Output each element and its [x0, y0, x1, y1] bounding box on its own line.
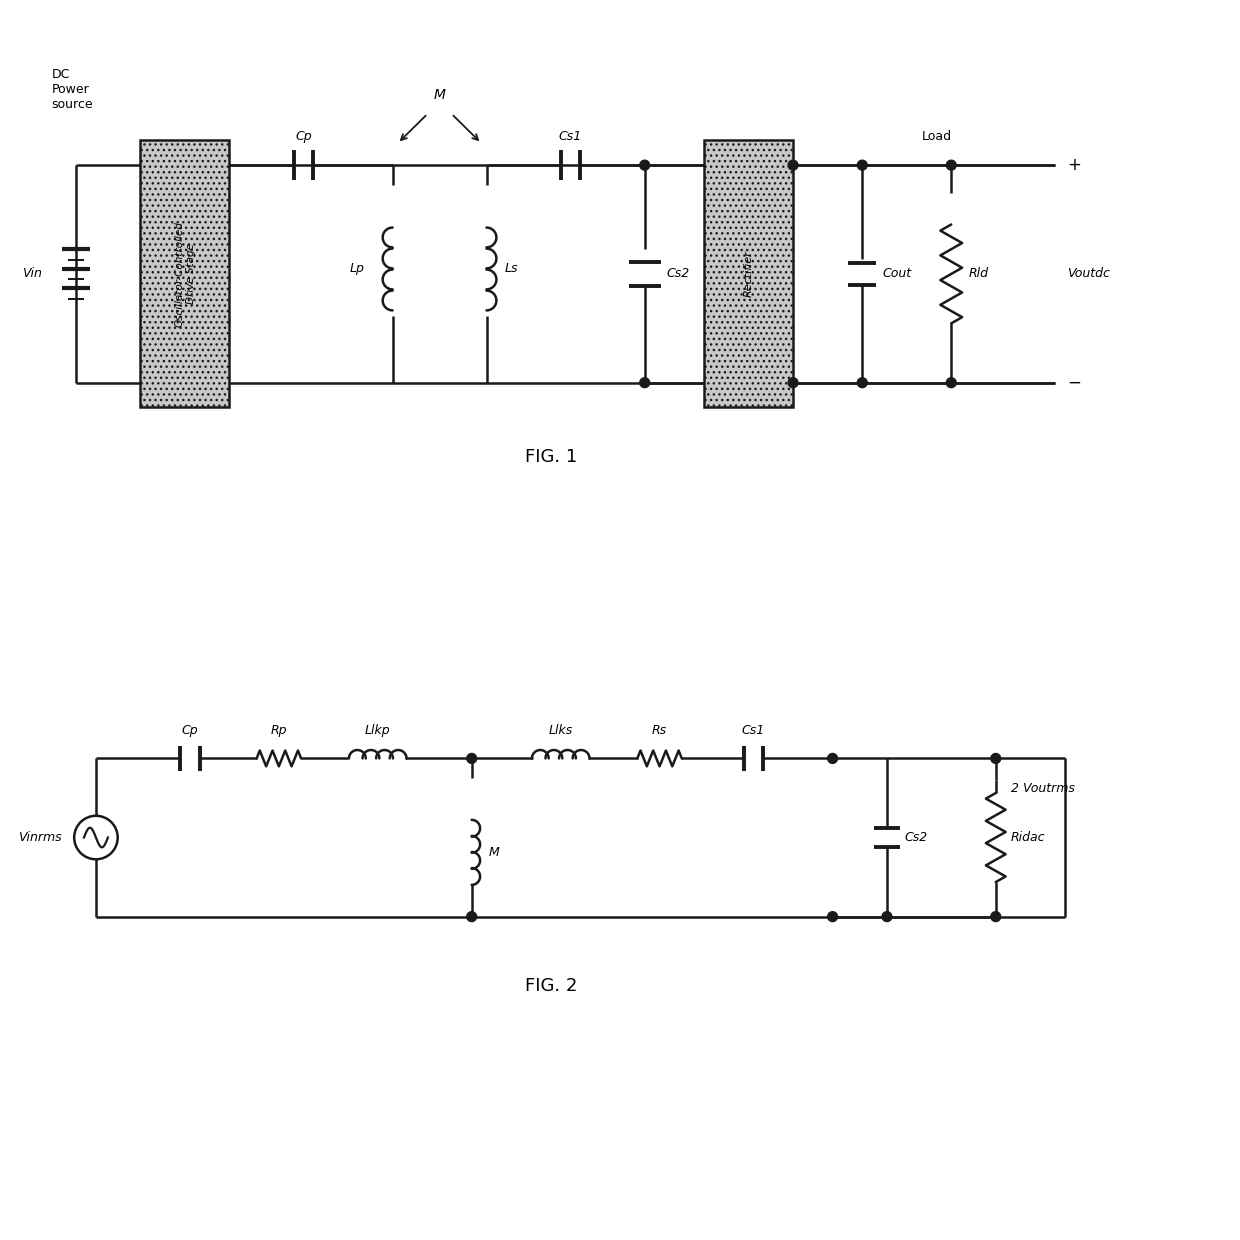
- Text: Oscillator-Controlled
Drive Stage: Oscillator-Controlled Drive Stage: [174, 221, 196, 327]
- Text: 2 Voutrms: 2 Voutrms: [1011, 781, 1074, 795]
- Circle shape: [640, 160, 650, 170]
- Circle shape: [946, 378, 956, 388]
- Circle shape: [789, 378, 799, 388]
- Text: Vinrms: Vinrms: [17, 831, 61, 844]
- Circle shape: [991, 911, 1001, 921]
- Text: −: −: [1066, 373, 1081, 392]
- Text: Cout: Cout: [882, 268, 911, 280]
- Circle shape: [789, 160, 799, 170]
- Text: M: M: [489, 846, 500, 859]
- Text: DC
Power
source: DC Power source: [51, 68, 93, 110]
- Bar: [140, 140, 229, 408]
- Bar: [704, 140, 794, 408]
- Text: Cp: Cp: [181, 724, 198, 737]
- Text: Llkp: Llkp: [365, 724, 391, 737]
- Circle shape: [857, 378, 867, 388]
- Circle shape: [882, 911, 892, 921]
- Text: Cs1: Cs1: [559, 130, 583, 144]
- Text: Rs: Rs: [652, 724, 667, 737]
- Circle shape: [466, 911, 476, 921]
- Circle shape: [991, 754, 1001, 764]
- Circle shape: [946, 160, 956, 170]
- Text: Rectifier: Rectifier: [744, 250, 754, 298]
- Text: FIG. 1: FIG. 1: [525, 448, 577, 466]
- Text: Llks: Llks: [548, 724, 573, 737]
- Text: Cs2: Cs2: [905, 831, 928, 844]
- Text: FIG. 2: FIG. 2: [525, 977, 577, 994]
- Text: +: +: [1066, 156, 1081, 174]
- Text: M: M: [434, 88, 445, 102]
- Text: Load: Load: [921, 130, 951, 144]
- Text: Cs2: Cs2: [666, 268, 689, 280]
- Text: Ls: Ls: [505, 263, 518, 275]
- Text: Lp: Lp: [350, 263, 365, 275]
- Text: Cs1: Cs1: [742, 724, 765, 737]
- Text: Rld: Rld: [968, 268, 990, 280]
- Text: Rp: Rp: [270, 724, 288, 737]
- Circle shape: [827, 911, 837, 921]
- Text: Cp: Cp: [295, 130, 312, 144]
- Text: Vin: Vin: [21, 268, 42, 280]
- Circle shape: [466, 754, 476, 764]
- Text: Ridac: Ridac: [1011, 831, 1045, 844]
- Text: Voutdc: Voutdc: [1066, 268, 1110, 280]
- Circle shape: [640, 378, 650, 388]
- Circle shape: [857, 160, 867, 170]
- Circle shape: [827, 754, 837, 764]
